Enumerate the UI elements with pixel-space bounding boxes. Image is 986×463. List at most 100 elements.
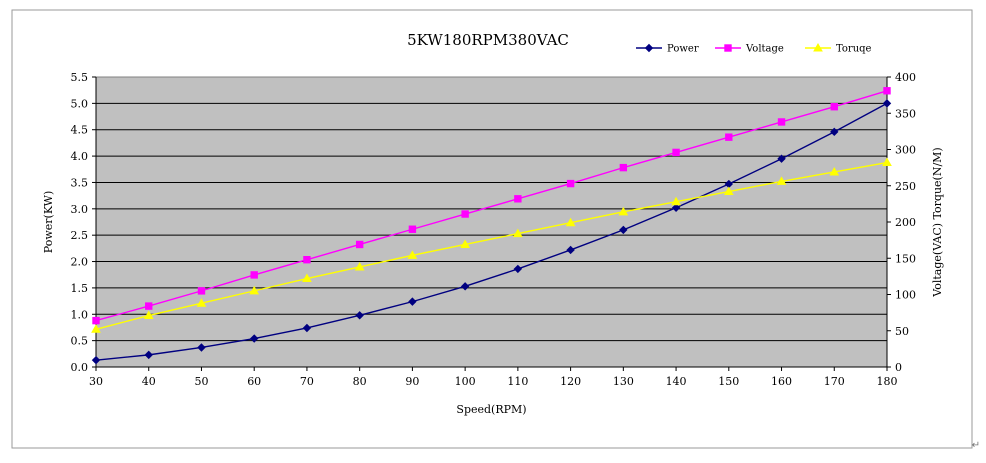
power-point bbox=[302, 323, 312, 333]
toruqe-point bbox=[143, 310, 154, 320]
return-mark: ↵ bbox=[972, 440, 980, 451]
power-point bbox=[882, 99, 892, 108]
legend-label-power: Power bbox=[667, 44, 699, 55]
toruqe-point bbox=[249, 285, 260, 295]
series-layer bbox=[91, 87, 892, 365]
power-point bbox=[830, 127, 839, 137]
series-toruqe bbox=[91, 157, 892, 333]
right-axis-tick-label: 400 bbox=[895, 71, 916, 84]
voltage-point bbox=[777, 118, 786, 126]
left-axis-title: Power(KW) bbox=[42, 191, 55, 253]
legend: Power Voltage Toruqe bbox=[636, 42, 872, 55]
toruqe-point bbox=[91, 324, 101, 333]
toruqe-point bbox=[513, 228, 523, 238]
left-axis-tick-label: 1.0 bbox=[71, 308, 89, 321]
right-axis-tick-label: 50 bbox=[895, 325, 909, 338]
legend-marker-power bbox=[644, 43, 654, 53]
x-axis-tick-label: 90 bbox=[405, 375, 419, 388]
left-axis-tick-label: 1.5 bbox=[71, 282, 89, 295]
power-point bbox=[460, 282, 470, 291]
power-point bbox=[355, 311, 364, 320]
power-point bbox=[91, 355, 101, 365]
power-point bbox=[197, 343, 206, 352]
right-axis-title: Voltage(VAC) Torque(N/M) bbox=[931, 147, 944, 297]
toruqe-point bbox=[618, 206, 629, 216]
voltage-point bbox=[883, 87, 891, 95]
left-axis-tick-label: 0.5 bbox=[71, 335, 89, 348]
voltage-point bbox=[145, 302, 153, 310]
toruqe-point bbox=[565, 217, 576, 227]
toruqe-point bbox=[829, 166, 840, 176]
x-axis-tick-label: 130 bbox=[613, 375, 634, 388]
axes: 0.0 0.5 1.0 1.5 2.0 2.5 3.0 3.5 4.0 4.5 5.0 5.5 0 50 1… bbox=[71, 71, 917, 388]
legend-label-voltage: Voltage bbox=[745, 44, 784, 55]
chart-title: 5KW180RPM380VAC bbox=[407, 31, 569, 49]
x-axis-tick-label: 70 bbox=[300, 375, 314, 388]
x-axis-tick-label: 120 bbox=[560, 375, 581, 388]
left-axis-tick-label: 5.5 bbox=[71, 71, 89, 84]
left-axis-tick-label: 4.5 bbox=[71, 124, 89, 137]
voltage-point bbox=[303, 256, 311, 264]
power-point bbox=[144, 350, 153, 360]
voltage-point bbox=[250, 271, 258, 279]
legend-item-power: Power bbox=[636, 44, 699, 55]
toruqe-point bbox=[196, 298, 207, 307]
x-axis-tick-label: 100 bbox=[455, 375, 476, 388]
legend-item-toruqe: Toruqe bbox=[805, 42, 872, 55]
legend-marker-voltage bbox=[724, 44, 732, 52]
power-point bbox=[249, 334, 259, 343]
power-point bbox=[408, 297, 417, 306]
x-axis-tick-label: 140 bbox=[666, 375, 687, 388]
voltage-point bbox=[672, 148, 680, 157]
left-axis-tick-label: 4.0 bbox=[71, 150, 89, 163]
left-axis-tick-label: 3.0 bbox=[71, 203, 89, 216]
left-axis-tick-label: 2.5 bbox=[71, 229, 89, 242]
voltage-point bbox=[461, 210, 469, 218]
right-axis-tick-label: 150 bbox=[895, 252, 916, 265]
toruqe-point bbox=[407, 250, 418, 259]
power-point bbox=[671, 203, 681, 212]
toruqe-point bbox=[723, 186, 734, 196]
left-axis-tick-label: 3.5 bbox=[71, 176, 89, 189]
series-power bbox=[91, 99, 892, 365]
right-axis-tick-label: 350 bbox=[895, 107, 916, 120]
left-axis-tick-label: 0.0 bbox=[71, 361, 89, 374]
power-line bbox=[95, 102, 888, 361]
toruqe-point bbox=[354, 261, 365, 271]
power-point bbox=[566, 245, 575, 255]
toruqe-point bbox=[302, 273, 312, 283]
voltage-point bbox=[408, 225, 417, 233]
voltage-point bbox=[566, 179, 575, 188]
x-axis-tick-label: 80 bbox=[353, 375, 367, 388]
x-axis-tick-label: 150 bbox=[718, 375, 739, 388]
plot-area bbox=[95, 76, 888, 368]
power-point bbox=[777, 154, 786, 163]
right-axis-tick-label: 300 bbox=[895, 144, 916, 157]
toruqe-line bbox=[95, 161, 888, 330]
legend-label-toruqe: Toruqe bbox=[836, 44, 872, 55]
voltage-line bbox=[95, 90, 888, 322]
legend-item-voltage: Voltage bbox=[715, 44, 784, 55]
x-axis-tick-label: 180 bbox=[877, 375, 898, 388]
x-axis-tick-label: 40 bbox=[142, 375, 156, 388]
x-axis-tick-label: 160 bbox=[771, 375, 792, 388]
right-axis-tick-label: 200 bbox=[895, 216, 916, 229]
toruqe-point bbox=[460, 239, 470, 248]
voltage-point bbox=[92, 316, 100, 325]
right-axis-tick-label: 0 bbox=[895, 361, 902, 374]
right-axis-tick-label: 250 bbox=[895, 180, 916, 193]
x-axis-title: Speed(RPM) bbox=[456, 403, 526, 416]
voltage-point bbox=[197, 287, 206, 295]
x-axis-tick-label: 60 bbox=[247, 375, 261, 388]
x-axis-tick-label: 170 bbox=[824, 375, 845, 388]
voltage-point bbox=[619, 163, 628, 172]
toruqe-point bbox=[776, 176, 787, 185]
toruqe-point bbox=[882, 157, 892, 167]
voltage-point bbox=[725, 133, 733, 141]
power-point bbox=[513, 264, 523, 274]
power-point bbox=[619, 225, 628, 235]
x-axis-tick-label: 110 bbox=[507, 375, 528, 388]
left-axis-tick-label: 5.0 bbox=[71, 97, 89, 110]
series-voltage bbox=[92, 87, 891, 325]
